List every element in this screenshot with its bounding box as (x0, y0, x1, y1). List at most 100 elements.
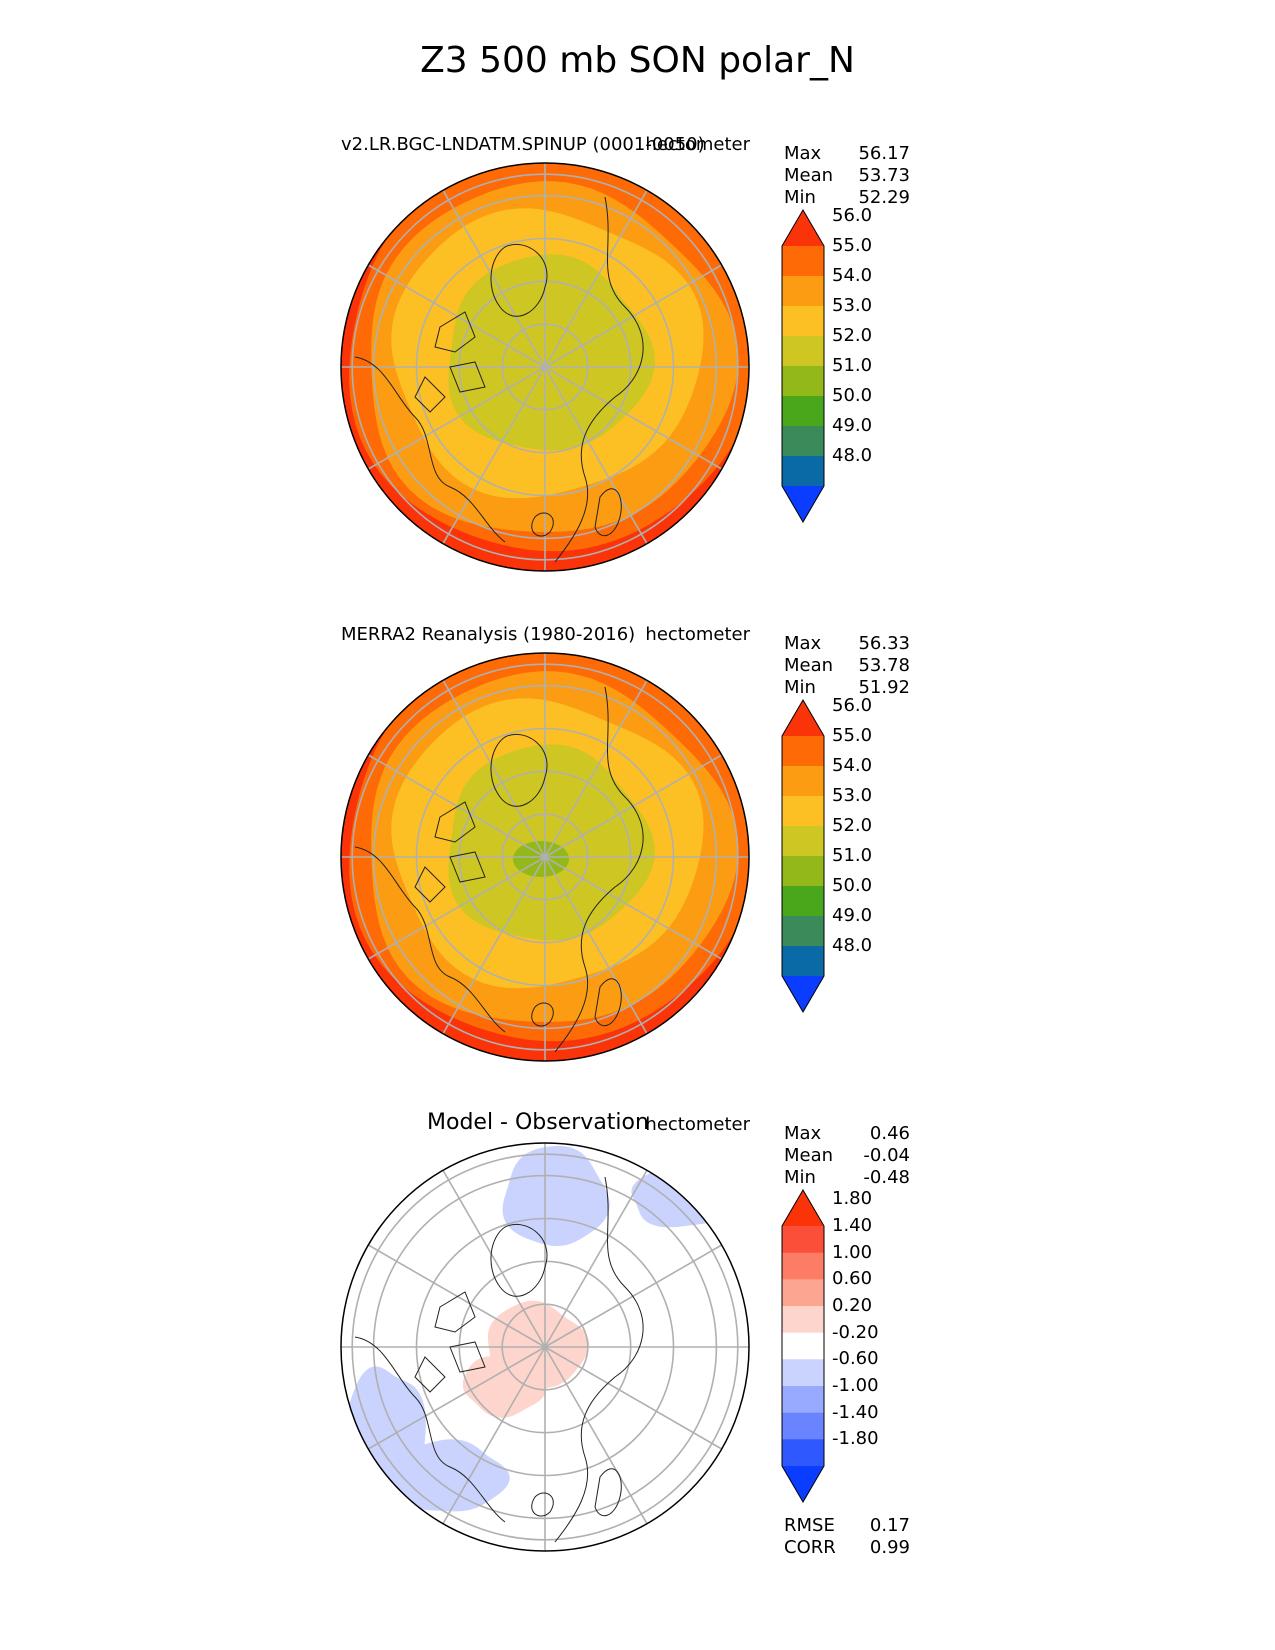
colorbar-band (782, 396, 824, 427)
units-label: hectometer (645, 1114, 750, 1135)
colorbar-tick-label: 53.0 (832, 295, 873, 316)
colorbar-tick-label: 0.60 (832, 1268, 873, 1290)
colorbar-tick-label: -1.00 (832, 1375, 879, 1396)
polar-map (340, 162, 750, 572)
colorbar-extend-min (782, 486, 824, 522)
stat-label: Min (784, 187, 816, 208)
stat-value: -0.04 (863, 1145, 910, 1166)
colorbar-band (782, 1252, 824, 1280)
colorbar-band (782, 886, 824, 917)
stat-label: CORR (784, 1537, 836, 1558)
colorbar (781, 1189, 825, 1503)
colorbar-tick-label: 50.0 (832, 875, 873, 896)
colorbar-tick-label: 55.0 (832, 235, 873, 256)
colorbar-tick-label: 49.0 (832, 415, 873, 436)
polar-map (340, 652, 750, 1062)
colorbar-tick-label: -0.20 (832, 1321, 879, 1343)
stat-label: Max (784, 633, 822, 654)
stat-row-min: Min -0.48 (784, 1167, 910, 1189)
stat-value: 53.73 (858, 165, 910, 186)
colorbar-tick-label: 49.0 (832, 905, 873, 926)
colorbar-tick-label: 52.0 (832, 325, 873, 346)
stat-value: 0.99 (869, 1537, 910, 1558)
colorbar-band (782, 766, 824, 797)
stat-row-mean: Mean -0.04 (784, 1145, 910, 1167)
colorbar-outline (781, 209, 825, 523)
colorbar-tick-label: 51.0 (832, 355, 873, 376)
colorbar-outline (781, 699, 825, 1013)
colorbar (781, 699, 825, 1013)
units-label: hectometer (645, 134, 750, 155)
stat-value: 0.46 (869, 1123, 910, 1144)
colorbar-tick-label: 1.00 (832, 1241, 873, 1263)
colorbar-tick-label: 53.0 (832, 785, 873, 806)
colorbar (781, 209, 825, 523)
stat-label: RMSE (784, 1515, 835, 1536)
colorbar-outline (781, 1189, 825, 1503)
colorbar-tick-label: -1.40 (832, 1401, 879, 1423)
stat-value: 56.17 (858, 143, 910, 164)
colorbar-band (782, 426, 824, 457)
stat-label: Max (784, 143, 822, 164)
colorbar-band (782, 736, 824, 767)
panel-title: Model - Observation (427, 1110, 649, 1135)
colorbar-tick-label: 48.0 (832, 935, 873, 956)
coastlines (354, 196, 644, 563)
stat-value: 51.92 (858, 677, 910, 698)
colorbar-band (782, 1306, 824, 1334)
colorbar-band (782, 826, 824, 857)
colorbar-tick-label: -1.80 (832, 1428, 879, 1450)
colorbar-band (782, 1279, 824, 1307)
colorbar-extend-max (782, 700, 824, 736)
colorbar-band (782, 1439, 824, 1467)
colorbar-band (782, 1412, 824, 1440)
colorbar-band (782, 336, 824, 367)
graticule (341, 653, 749, 1061)
colorbar-tick-label: 0.20 (832, 1295, 873, 1316)
map-boundary (340, 652, 750, 1062)
panel-title: MERRA2 Reanalysis (1980-2016) (341, 624, 636, 645)
coastlines (354, 1176, 644, 1543)
contour-negative-europe (502, 1146, 610, 1247)
contour-positive-arctic-lobe (462, 1356, 547, 1418)
stat-row-corr: CORR 0.99 (784, 1537, 910, 1559)
colorbar-extend-min (782, 1466, 824, 1502)
stat-label: Max (784, 1123, 822, 1144)
colorbar-band (782, 796, 824, 827)
stat-value: 0.17 (869, 1515, 910, 1536)
colorbar-tick-label: 50.0 (832, 385, 873, 406)
colorbar-extend-min (782, 976, 824, 1012)
colorbar-tick-label: 56.0 (832, 205, 873, 226)
stat-label: Mean (784, 165, 834, 186)
stats-block: Max 0.46 Mean -0.04 Min -0.48 (784, 1123, 910, 1189)
colorbar-band (782, 946, 824, 977)
stat-row-min: Min 51.92 (784, 677, 910, 699)
stat-value: -0.48 (863, 1167, 910, 1188)
colorbar-band (782, 1359, 824, 1387)
stat-row-rmse: RMSE 0.17 (784, 1515, 910, 1537)
stats-block: RMSE 0.17 CORR 0.99 (784, 1515, 910, 1559)
stat-label: Mean (784, 1145, 834, 1166)
colorbar-band (782, 246, 824, 277)
colorbar-band (782, 276, 824, 307)
stat-value: 52.29 (858, 187, 910, 208)
stats-block: Max 56.33 Mean 53.78 Min 51.92 (784, 633, 910, 699)
colorbar-tick-label: 1.80 (832, 1188, 873, 1210)
colorbar-band (782, 1386, 824, 1414)
stat-row-max: Max 56.33 (784, 633, 910, 655)
stat-row-max: Max 56.17 (784, 143, 910, 165)
figure-title: Z3 500 mb SON polar_N (420, 40, 855, 81)
colorbar-band (782, 916, 824, 947)
stat-row-mean: Mean 53.78 (784, 655, 910, 677)
stats-block: Max 56.17 Mean 53.73 Min 52.29 (784, 143, 910, 209)
units-label: hectometer (645, 624, 750, 645)
panel-title: v2.LR.BGC-LNDATM.SPINUP (0001-0050) (341, 134, 705, 155)
graticule (341, 1143, 749, 1551)
stat-value: 56.33 (858, 633, 910, 654)
colorbar-tick-label: 54.0 (832, 755, 873, 776)
colorbar-band (782, 456, 824, 487)
colorbar-band (782, 1332, 824, 1360)
colorbar-tick-label: 1.40 (832, 1215, 873, 1236)
stat-row-mean: Mean 53.73 (784, 165, 910, 187)
stat-label: Min (784, 677, 816, 698)
